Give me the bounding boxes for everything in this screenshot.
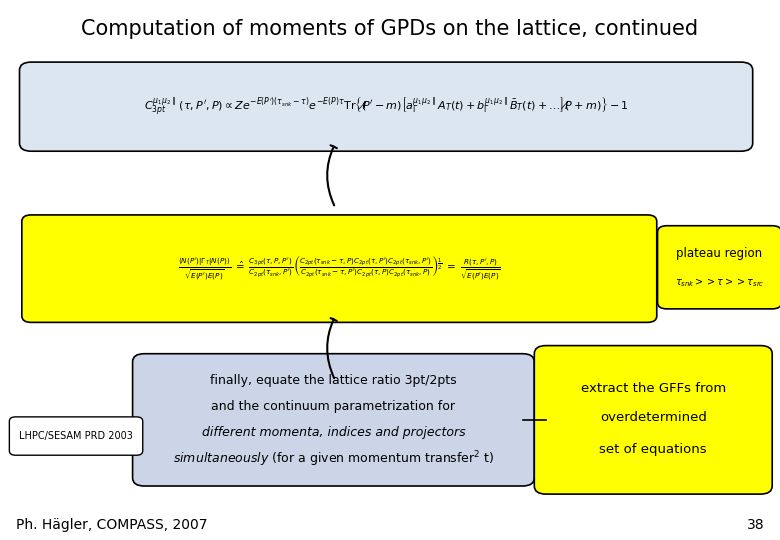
Text: Ph. Hägler, COMPASS, 2007: Ph. Hägler, COMPASS, 2007 bbox=[16, 518, 207, 532]
Text: LHPC/SESAM PRD 2003: LHPC/SESAM PRD 2003 bbox=[20, 431, 133, 441]
FancyBboxPatch shape bbox=[534, 346, 772, 494]
Text: different momenta, indices and projectors: different momenta, indices and projector… bbox=[202, 426, 465, 440]
FancyBboxPatch shape bbox=[658, 226, 780, 309]
FancyBboxPatch shape bbox=[133, 354, 534, 486]
Text: 38: 38 bbox=[746, 518, 764, 532]
Text: finally, equate the lattice ratio 3pt/2pts: finally, equate the lattice ratio 3pt/2p… bbox=[210, 374, 457, 388]
Text: overdetermined: overdetermined bbox=[600, 410, 707, 424]
Text: $C_{3pt}^{\mu_1\mu_2\parallel}\,(\tau,P',P) \propto Ze^{-E(P')(\tau_{snk}-\tau)}: $C_{3pt}^{\mu_1\mu_2\parallel}\,(\tau,P'… bbox=[144, 96, 629, 117]
Text: and the continuum parametrization for: and the continuum parametrization for bbox=[211, 400, 456, 414]
FancyBboxPatch shape bbox=[22, 215, 657, 322]
Text: $\mathit{simultaneously}$ (for a given momentum transfer$^2$ t): $\mathit{simultaneously}$ (for a given m… bbox=[172, 449, 495, 469]
Text: $\tau_{snk} >> \tau >> \tau_{src}$: $\tau_{snk} >> \tau >> \tau_{src}$ bbox=[675, 276, 764, 289]
Text: extract the GFFs from: extract the GFFs from bbox=[580, 382, 726, 395]
Text: $\frac{\langle N(P')|\Gamma_T|N(P)\rangle}{\sqrt{E(P')E(P)}}\;\hat{=}\;\frac{C_{: $\frac{\langle N(P')|\Gamma_T|N(P)\rangl… bbox=[178, 254, 501, 284]
Text: set of equations: set of equations bbox=[600, 443, 707, 456]
Text: Computation of moments of GPDs on the lattice, continued: Computation of moments of GPDs on the la… bbox=[81, 19, 699, 39]
Text: plateau region: plateau region bbox=[676, 247, 763, 260]
FancyBboxPatch shape bbox=[9, 417, 143, 455]
FancyBboxPatch shape bbox=[20, 62, 753, 151]
